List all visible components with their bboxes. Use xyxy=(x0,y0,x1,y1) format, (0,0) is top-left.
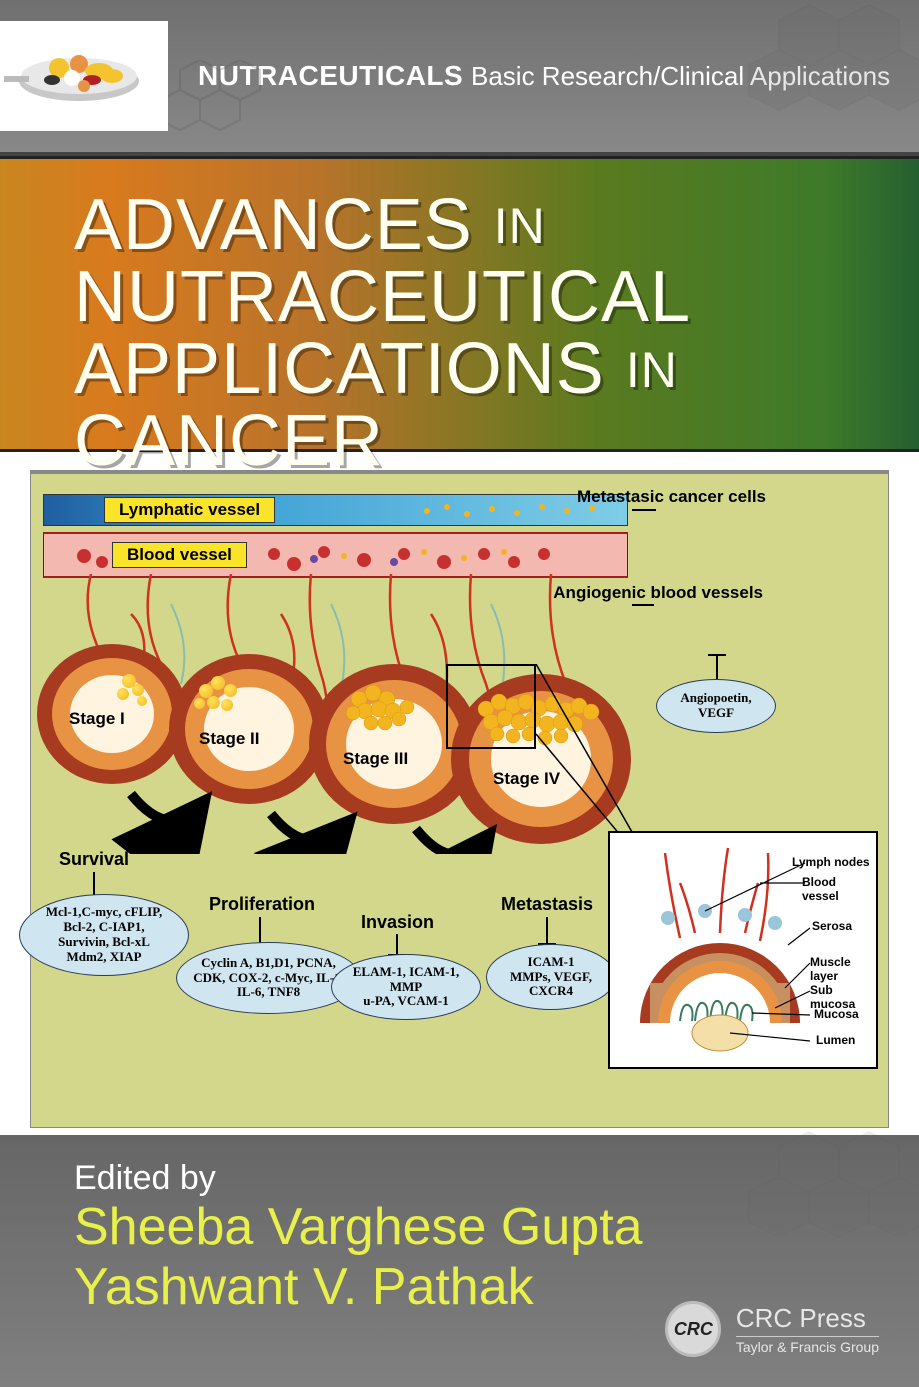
title-word: IN xyxy=(494,198,546,254)
callout-line xyxy=(632,509,656,511)
zoom-lymph-label: Lymph nodes xyxy=(792,855,870,869)
invasion-label: Invasion xyxy=(361,912,434,933)
stage-row: Stage I Stage II Stage III xyxy=(31,594,628,814)
blood-vessel-bar: Blood vessel xyxy=(43,532,628,578)
series-header: NUTRACEUTICALS Basic Research/Clinical A… xyxy=(0,0,919,156)
series-image-spoon xyxy=(0,21,168,131)
t-bar-icon xyxy=(546,917,548,945)
stage-1-label: Stage I xyxy=(69,709,125,729)
lymphatic-vessel-bar: Lymphatic vessel xyxy=(43,494,628,526)
hex-pattern-right xyxy=(739,0,919,150)
metastasis-oval: ICAM-1 MMPs, VEGF, CXCR4 xyxy=(486,944,616,1010)
survival-oval: Mcl-1,C-myc, cFLIP, Bcl-2, C-IAP1, Survi… xyxy=(19,894,189,976)
hex-pattern-footer xyxy=(719,1127,919,1287)
zoom-mucosa-label: Mucosa xyxy=(814,1007,859,1021)
zoom-muscle-label: Muscle layer xyxy=(810,955,876,983)
stage-4-label: Stage IV xyxy=(493,769,560,789)
publisher-text: CRC Press Taylor & Francis Group xyxy=(736,1303,879,1355)
metastatic-label: Metastasic cancer cells xyxy=(577,488,766,507)
publisher-name: CRC Press xyxy=(736,1303,866,1333)
main-title: ADVANCES IN NUTRACEUTICAL APPLICATIONS I… xyxy=(74,189,919,477)
stage-3-label: Stage III xyxy=(343,749,408,769)
invasion-oval: ELAM-1, ICAM-1, MMP u-PA, VCAM-1 xyxy=(331,954,481,1020)
angiopoetin-oval: Angiopoetin, VEGF xyxy=(656,679,776,733)
footer-band: Edited by Sheeba Varghese Gupta Yashwant… xyxy=(0,1135,919,1387)
lymph-label: Lymphatic vessel xyxy=(104,497,275,523)
t-bar-icon xyxy=(716,654,718,682)
zoom-blood-label: Blood vessel xyxy=(802,875,876,903)
title-word: ADVANCES xyxy=(74,185,473,265)
zoom-detail-box: Lymph nodes Blood vessel Serosa Muscle l… xyxy=(608,831,878,1069)
publisher-group: Taylor & Francis Group xyxy=(736,1336,879,1355)
zoom-selector xyxy=(446,664,536,749)
stage-2-label: Stage II xyxy=(199,729,259,749)
title-word: APPLICATIONS xyxy=(74,329,605,409)
zoom-serosa-label: Serosa xyxy=(812,919,852,933)
proliferation-label: Proliferation xyxy=(209,894,315,915)
metastasis-label: Metastasis xyxy=(501,894,593,915)
diagram-panel: Lymphatic vessel Blood vessel Metas xyxy=(30,470,889,1128)
t-bar-icon xyxy=(259,917,261,945)
hex-pattern-left xyxy=(160,60,300,160)
survival-label: Survival xyxy=(59,849,129,870)
publisher-block: CRC CRC Press Taylor & Francis Group xyxy=(665,1301,879,1357)
title-word: NUTRACEUTICAL xyxy=(74,257,691,337)
title-word: CANCER xyxy=(74,401,384,481)
crc-badge: CRC xyxy=(665,1301,721,1357)
t-bar-icon xyxy=(396,934,398,956)
title-word: IN xyxy=(626,342,678,398)
callout-line xyxy=(632,604,654,606)
title-band: ADVANCES IN NUTRACEUTICAL APPLICATIONS I… xyxy=(0,156,919,452)
zoom-lumen-label: Lumen xyxy=(816,1033,855,1047)
